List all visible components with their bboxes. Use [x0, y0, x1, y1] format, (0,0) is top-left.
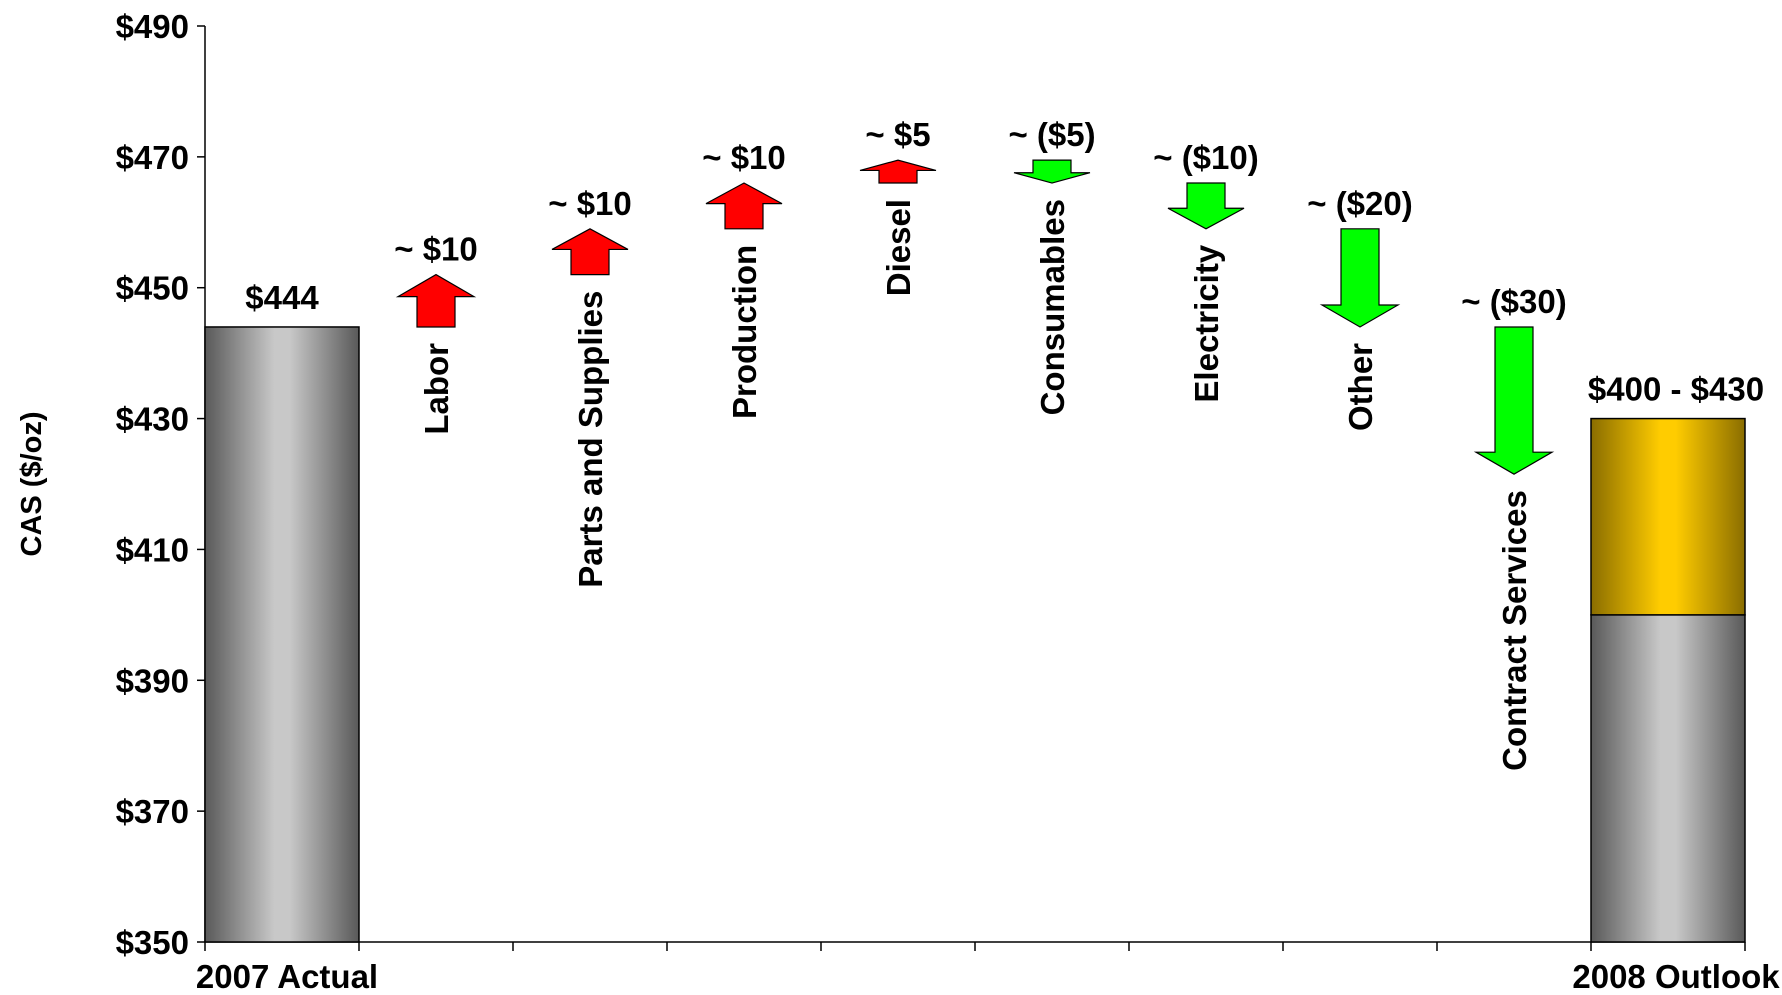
- step-value-label: ~ $10: [394, 231, 478, 268]
- start-value-label: $444: [245, 279, 319, 316]
- step-category-label: Other: [1342, 343, 1379, 431]
- step-category-label: Consumables: [1034, 199, 1071, 415]
- step-category-label: Labor: [418, 343, 455, 435]
- arrows: [395, 159, 1555, 475]
- step-category-label: Diesel: [880, 199, 917, 296]
- arrow-labor: [395, 273, 477, 328]
- y-axis-title: CAS ($/oz): [16, 412, 48, 557]
- arrow-production: [705, 182, 783, 230]
- arrow-other: [1319, 228, 1401, 328]
- arrow-contract-services: [1473, 326, 1555, 475]
- y-tick-label: $450: [116, 270, 189, 307]
- step-category-label: Contract Services: [1496, 490, 1533, 771]
- arrow-parts-and-supplies: [551, 228, 629, 276]
- step-category-label: Production: [726, 245, 763, 419]
- step-value-label: ~ ($10): [1153, 139, 1258, 176]
- y-tick-label: $350: [116, 924, 189, 961]
- step-category-label: Parts and Supplies: [572, 291, 609, 588]
- step-value-label: ~ ($20): [1307, 185, 1412, 222]
- end-category-label: 2008 Outlook: [1572, 958, 1780, 995]
- arrow-electricity: [1167, 182, 1245, 230]
- y-tick-label: $430: [116, 401, 189, 438]
- end-value-label: $400 - $430: [1588, 371, 1764, 408]
- y-tick-label: $470: [116, 139, 189, 176]
- y-tick-label: $390: [116, 662, 189, 699]
- step-value-label: ~ $10: [702, 139, 786, 176]
- y-tick-label: $410: [116, 531, 189, 568]
- step-category-label: Electricity: [1188, 244, 1225, 402]
- axes: [197, 25, 1746, 951]
- bars: [204, 326, 1746, 943]
- step-value-label: ~ ($30): [1461, 283, 1566, 320]
- y-tick-label: $370: [116, 793, 189, 830]
- end-bar-base: [1590, 614, 1746, 943]
- step-value-label: ~ $5: [865, 116, 930, 153]
- start-bar: [204, 326, 360, 943]
- arrow-diesel: [859, 159, 937, 184]
- arrow-consumables: [1013, 159, 1091, 184]
- end-bar-range: [1590, 417, 1746, 616]
- labels: $350 $370 $390 $410 $430 $450 $470 $490 CAS ($/o…: [16, 8, 1780, 995]
- y-tick-label: $490: [116, 8, 189, 45]
- step-value-label: ~ $10: [548, 185, 632, 222]
- start-category-label: 2007 Actual: [196, 958, 378, 995]
- step-value-label: ~ ($5): [1008, 116, 1095, 153]
